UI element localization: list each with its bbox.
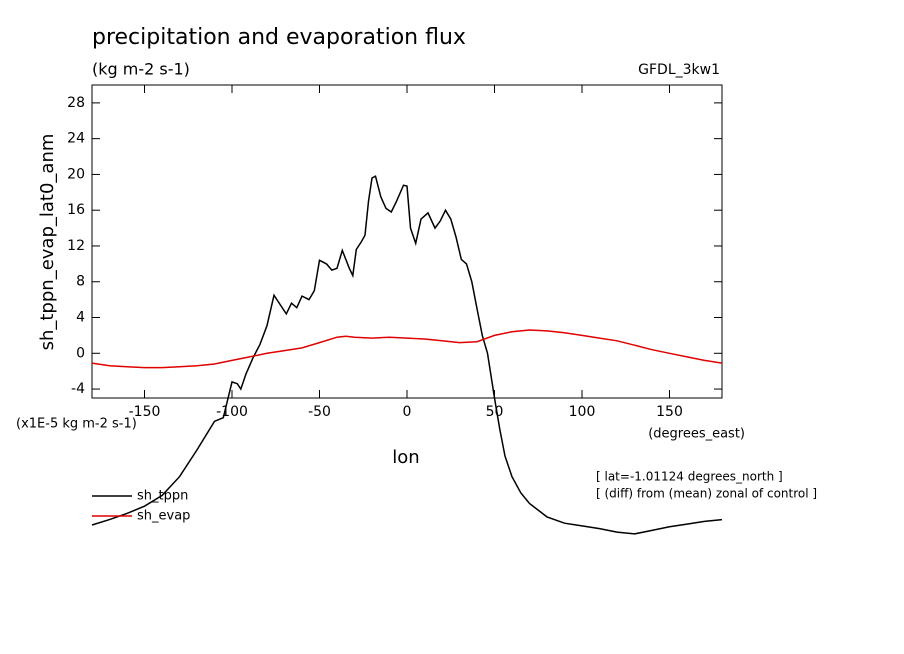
- x-tick-label: 100: [569, 404, 596, 420]
- x-tick-label: -100: [216, 404, 248, 420]
- chart-subtitle: (kg m-2 s-1): [92, 60, 190, 79]
- y-axis-label: sh_tppn_evap_lat0_anm: [37, 134, 58, 351]
- x-axis-label: lon: [392, 447, 419, 468]
- legend-label: sh_tppn: [137, 489, 188, 504]
- series-line: [91, 175, 723, 535]
- y-tick-label: 12: [67, 238, 85, 254]
- x-tick-label: 150: [656, 404, 683, 420]
- y-tick-label: 16: [67, 202, 85, 218]
- y-units: (x1E-5 kg m-2 s-1): [16, 417, 137, 432]
- x-units: (degrees_east): [648, 427, 745, 442]
- y-tick-label: -4: [71, 381, 85, 397]
- x-tick-label: 50: [486, 404, 504, 420]
- y-tick-label: 28: [67, 95, 85, 111]
- y-tick-label: 24: [67, 131, 85, 147]
- y-tick-label: 8: [76, 274, 85, 290]
- series-line: [91, 329, 723, 369]
- chart-title: precipitation and evaporation flux: [92, 25, 466, 50]
- dataset-label: GFDL_3kw1: [638, 62, 720, 78]
- x-tick-label: -50: [308, 404, 331, 420]
- x-tick-label: 0: [403, 404, 412, 420]
- x-tick-label: -150: [129, 404, 161, 420]
- y-tick-label: 0: [76, 345, 85, 361]
- y-tick-label: 4: [76, 310, 85, 326]
- y-tick-label: 20: [67, 166, 85, 182]
- legend-label: sh_evap: [137, 509, 190, 524]
- annotation: [ (diff) from (mean) zonal of control ]: [596, 487, 817, 501]
- annotation: [ lat=-1.01124 degrees_north ]: [596, 470, 783, 484]
